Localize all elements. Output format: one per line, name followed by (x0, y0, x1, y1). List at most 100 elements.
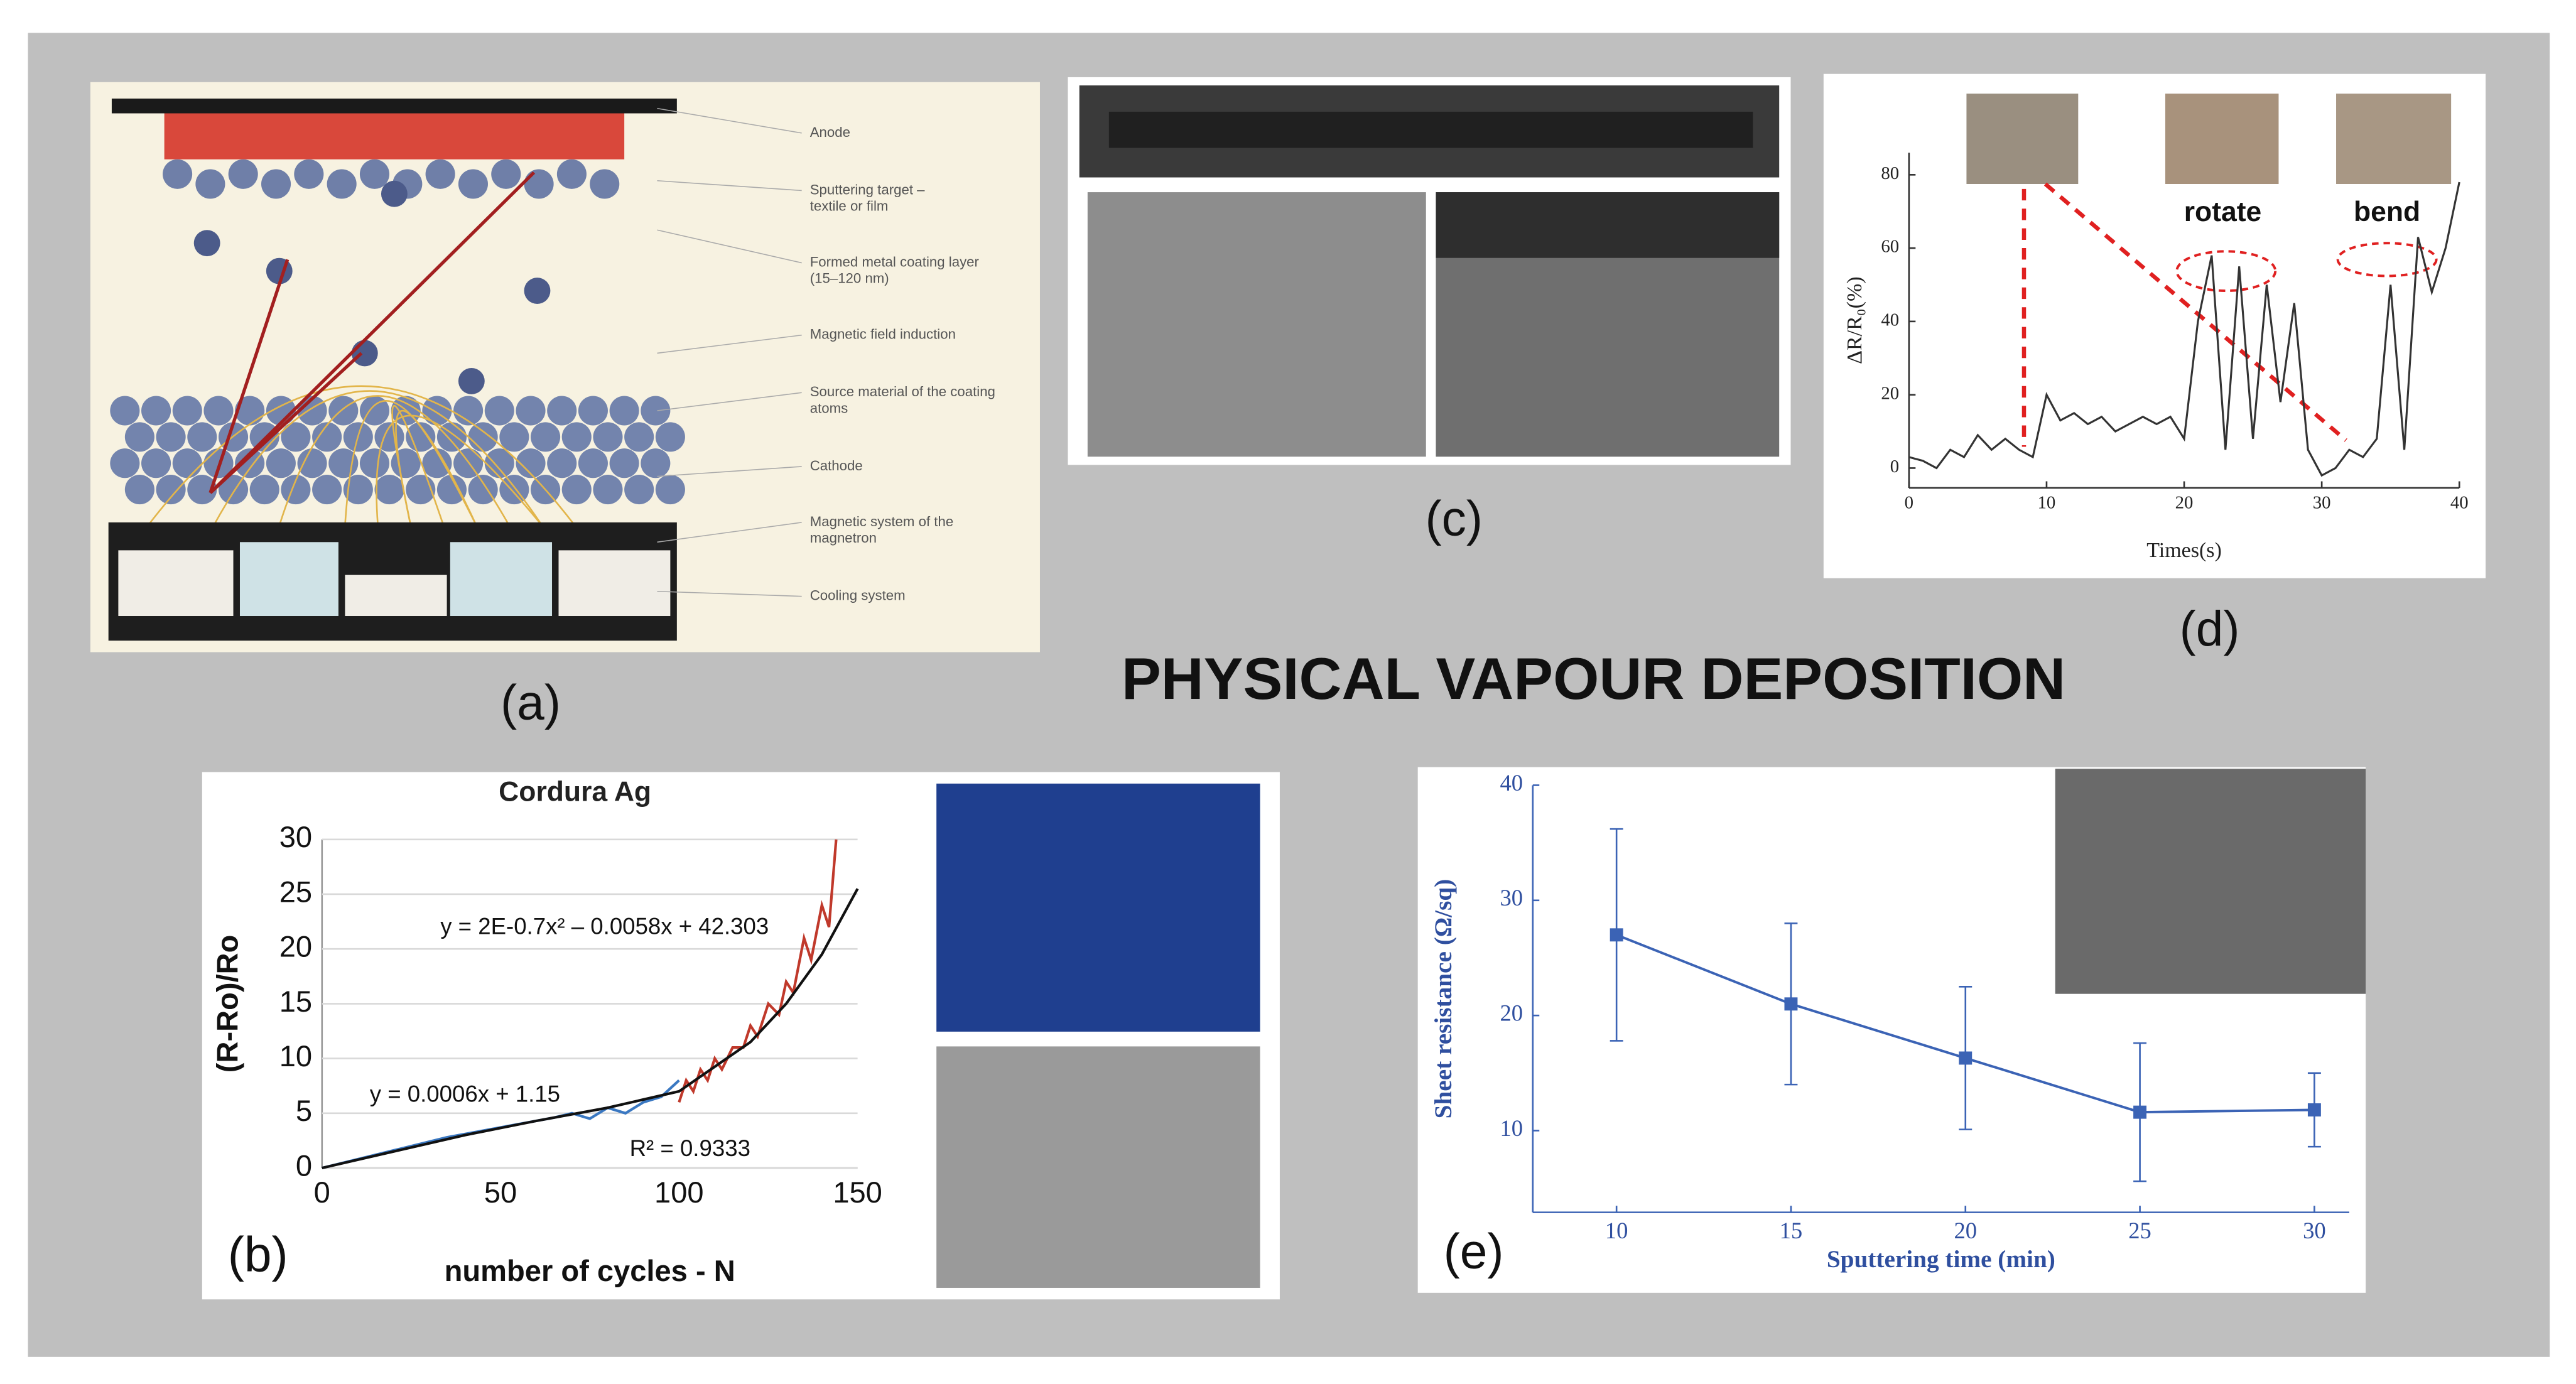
atom (516, 396, 546, 426)
atom (124, 475, 154, 505)
x-tick-label: 30 (2303, 1218, 2326, 1243)
fabric-strip (1108, 111, 1753, 148)
atom (124, 422, 154, 452)
atom (195, 169, 225, 199)
atom (351, 340, 378, 367)
x-tick-label: 0 (1905, 492, 1913, 512)
y-tick-label: 0 (296, 1149, 312, 1182)
photo (1966, 94, 2079, 184)
x-tick-label: 10 (2038, 492, 2056, 512)
leader-line (657, 522, 802, 543)
atom (436, 475, 467, 505)
callout: Sputtering target – (810, 181, 925, 197)
atom (453, 396, 484, 426)
panel-label: (d) (2180, 601, 2240, 656)
y-tick-label: 30 (1500, 885, 1523, 911)
magnet-block (239, 542, 338, 617)
atom (374, 475, 404, 505)
callout: Cooling system (810, 587, 906, 603)
y-tick-label: 20 (1500, 1000, 1523, 1026)
magnet-block (450, 542, 553, 617)
callout: Cathode (810, 458, 863, 473)
atom (484, 448, 514, 478)
atom (561, 475, 592, 505)
atom (156, 422, 186, 452)
data-point (1610, 928, 1623, 942)
atom (312, 475, 342, 505)
x-axis-label: Sputtering time (min) (1827, 1246, 2055, 1273)
atom (491, 159, 521, 189)
y-tick-label: 80 (1881, 163, 1899, 183)
atom (359, 159, 390, 189)
callout: Formed metal coating layer (810, 254, 980, 269)
atom (359, 448, 390, 478)
x-tick-label: 20 (1954, 1218, 1977, 1243)
x-axis-label: Times(s) (2146, 539, 2222, 562)
callout: Source material of the coating (810, 384, 995, 399)
x-tick-label: 25 (2128, 1218, 2151, 1243)
atom (468, 475, 498, 505)
atom (294, 159, 324, 189)
atom (516, 448, 546, 478)
sem-image-background (1436, 192, 1780, 258)
atom (193, 230, 220, 257)
atom (172, 396, 202, 426)
micrograph (936, 783, 1260, 1032)
atom (641, 396, 671, 426)
atom (468, 422, 498, 452)
leader-line (657, 466, 802, 477)
atom (524, 278, 551, 304)
annotation: rotate (2184, 197, 2262, 227)
trajectory (209, 352, 363, 494)
atom (590, 169, 620, 199)
atom (655, 422, 685, 452)
leader-line (657, 590, 802, 597)
data-line (322, 888, 859, 1170)
annotation: y = 2E-0.7x² – 0.0058x + 42.303 (440, 914, 769, 939)
atom (609, 448, 639, 478)
leader-line (657, 107, 802, 134)
magnet-block (345, 575, 447, 617)
atom (228, 159, 258, 189)
atom (261, 169, 291, 199)
atom (235, 396, 265, 426)
arrow (2043, 182, 2347, 442)
micrograph (936, 1046, 1260, 1288)
atom (458, 169, 488, 199)
field-line (395, 409, 477, 526)
x-tick-label: 100 (654, 1176, 704, 1209)
callout: atoms (810, 400, 848, 416)
y-tick-label: 20 (279, 930, 312, 963)
atom (266, 448, 296, 478)
anode-plate (111, 98, 677, 114)
photo (2165, 94, 2279, 184)
x-tick-label: 40 (2450, 492, 2469, 512)
x-tick-label: 20 (2175, 492, 2194, 512)
y-axis-label: ΔR/R₀(%) (1843, 276, 1866, 364)
data-line (1908, 181, 2460, 477)
trajectory (208, 259, 290, 494)
sem-inset (2055, 769, 2366, 994)
atom (187, 422, 217, 452)
atom (312, 422, 342, 452)
data-point (1784, 997, 1798, 1011)
panel-label: (b) (228, 1227, 288, 1282)
chart-title: Cordura Ag (499, 776, 651, 807)
atom (593, 475, 623, 505)
atom (235, 448, 265, 478)
atom (453, 448, 484, 478)
y-tick-label: 30 (279, 820, 312, 853)
y-tick-label: 10 (279, 1039, 312, 1073)
atom (359, 396, 390, 426)
annotation: R² = 0.9333 (630, 1135, 750, 1161)
atom (110, 396, 140, 426)
figure-title: PHYSICAL VAPOUR DEPOSITION (1122, 646, 2065, 711)
panel-label: (c) (1425, 491, 1483, 546)
field-line (147, 385, 576, 526)
data-point (2307, 1103, 2321, 1116)
field-line (344, 400, 477, 526)
atom (297, 448, 327, 478)
callout: Anode (810, 124, 850, 140)
panel-label: (a) (501, 675, 561, 730)
